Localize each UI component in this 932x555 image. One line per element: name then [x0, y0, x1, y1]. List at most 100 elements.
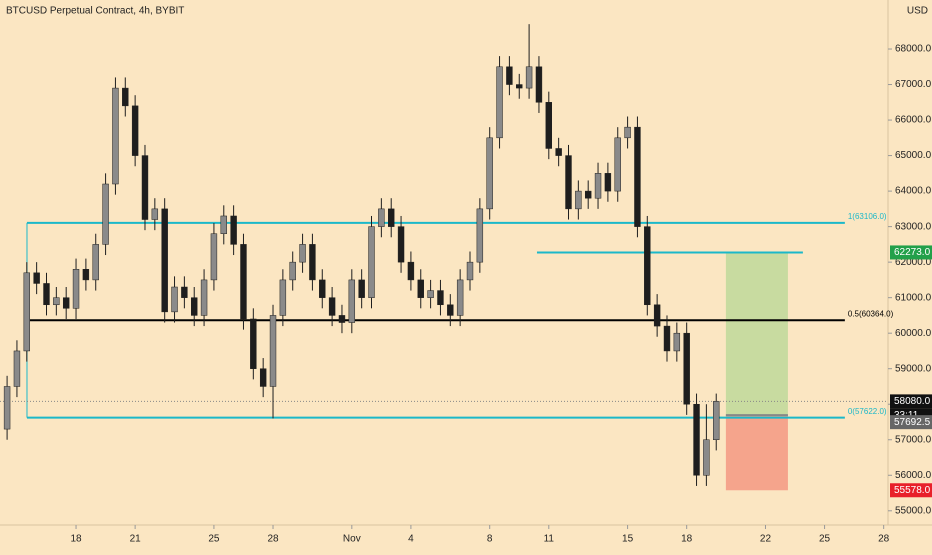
candle-body — [466, 261, 474, 281]
candle-body — [584, 190, 592, 199]
candle-body — [43, 283, 50, 306]
chart-title: BTCUSD Perpetual Contract, 4h, BYBIT — [6, 6, 184, 17]
candle-body — [72, 268, 80, 309]
candle-body — [23, 272, 30, 352]
y-tick-label: 65000.0 — [895, 150, 932, 161]
target-label: 62273.0 — [894, 247, 931, 258]
entry-badge — [890, 415, 932, 430]
candle-body — [269, 315, 277, 387]
candle-body — [575, 190, 582, 210]
candle-body — [713, 401, 720, 440]
candle-body — [161, 208, 168, 313]
last-price-label: 58080.0 — [894, 396, 931, 407]
candle-body — [604, 173, 612, 192]
y-tick-label: 64000.0 — [895, 186, 932, 197]
candle-body — [486, 137, 493, 210]
candle-body — [279, 279, 287, 316]
candle-body — [141, 155, 149, 220]
y-tick-label: 66000.0 — [895, 115, 932, 126]
candle-body — [634, 126, 641, 227]
candle-body — [3, 386, 11, 430]
candle-body — [200, 279, 208, 316]
y-tick-label: 57000.0 — [895, 434, 932, 445]
x-tick-label: Nov — [343, 534, 361, 545]
candle-body — [82, 268, 90, 281]
candle-body — [555, 148, 562, 156]
candle-body — [230, 215, 237, 245]
stop-label: 55578.0 — [894, 485, 931, 496]
candle-body — [516, 84, 523, 89]
y-tick-label: 55000.0 — [895, 505, 932, 516]
x-tick-label: 15 — [622, 534, 634, 545]
x-tick-label: 18 — [70, 534, 82, 545]
candle-body — [397, 226, 405, 263]
x-tick-label: 28 — [878, 534, 890, 545]
candle-body — [683, 332, 690, 405]
candle-body — [565, 155, 572, 210]
candle-body — [407, 261, 415, 281]
candle-body — [62, 297, 70, 309]
candle-body — [368, 226, 375, 298]
candle-body — [663, 325, 671, 352]
candle-body — [151, 208, 159, 220]
level-label: 1(63106.0) — [848, 212, 887, 221]
x-tick-label: 18 — [681, 534, 693, 545]
target-badge — [890, 245, 932, 260]
last-price-badge — [890, 394, 932, 409]
candle-body — [525, 66, 533, 89]
candle-body — [299, 244, 306, 263]
x-tick-label: 11 — [544, 534, 555, 545]
candle-body — [506, 66, 513, 85]
candle-body — [545, 102, 552, 149]
candle-body — [644, 226, 651, 306]
entry-label: 57692.5 — [894, 417, 931, 428]
y-tick-label: 62000.0 — [895, 257, 932, 268]
candle-body — [338, 315, 346, 323]
y-tick-label: 59000.0 — [895, 363, 932, 374]
candle-body — [624, 126, 631, 139]
x-tick-label: 25 — [819, 534, 831, 545]
y-tick-label: 60000.0 — [895, 328, 932, 339]
candle-body — [614, 137, 621, 192]
candle-body — [653, 304, 661, 327]
level-label: 0(57622.0) — [848, 407, 887, 416]
candle-body — [191, 297, 198, 316]
x-tick-label: 28 — [267, 534, 279, 545]
candle-body — [250, 318, 257, 369]
y-tick-label: 67000.0 — [895, 79, 932, 90]
candle-body — [703, 439, 710, 476]
candle-body — [358, 279, 365, 298]
y-tick-label: 61000.0 — [895, 292, 932, 303]
candle-body — [447, 304, 454, 316]
x-tick-label: 4 — [408, 534, 414, 545]
candle-body — [102, 183, 109, 245]
candle-body — [319, 279, 326, 298]
candle-body — [181, 286, 188, 298]
candle-body — [122, 87, 129, 107]
candle-body — [348, 279, 356, 323]
x-tick-label: 21 — [130, 534, 142, 545]
candle-body — [309, 244, 316, 281]
candle-body — [388, 208, 395, 227]
candle-body — [594, 173, 602, 199]
target-zone — [725, 252, 788, 416]
candle-body — [535, 66, 543, 103]
candle-body — [112, 87, 119, 185]
currency: USD — [907, 6, 928, 17]
candle-body — [289, 261, 296, 281]
candle-body — [673, 332, 681, 352]
candle-body — [437, 290, 444, 306]
candle-body — [259, 368, 267, 387]
level-label: 0.5(60364.0) — [848, 309, 894, 318]
x-tick-label: 25 — [208, 534, 220, 545]
candle-body — [171, 286, 178, 313]
candle-body — [92, 244, 99, 281]
candle-body — [328, 297, 336, 316]
stop-badge — [890, 483, 932, 498]
candle-body — [131, 105, 139, 156]
x-tick-label: 22 — [760, 534, 772, 545]
candle-body — [33, 272, 40, 284]
candle-body — [496, 66, 503, 139]
